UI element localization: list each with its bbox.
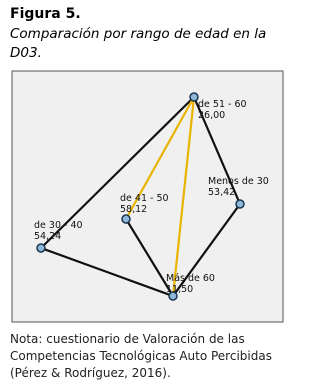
yellow-edge [171, 96, 196, 297]
node-label: de 30 - 40 [34, 220, 83, 231]
figure-label: Figura 5. [10, 6, 81, 22]
black-edge [125, 218, 174, 297]
note-line: Nota: cuestionario de Valoración de las [10, 332, 245, 346]
note-line: Competencias Tecnológicas Auto Percibida… [10, 349, 272, 363]
node-point [121, 214, 131, 224]
node-label: de 41 - 50 [120, 193, 169, 204]
node-value: 54,24 [34, 231, 61, 242]
note-line: (Pérez & Rodríguez, 2016). [10, 366, 171, 380]
note: Nota: cuestionario de Valoración de las … [10, 331, 272, 382]
page: {"header": {"label": "Figura 5.", "title… [10, 6, 284, 382]
node-label: Menos de 30 [208, 176, 269, 187]
node-value: 11,50 [166, 284, 193, 295]
node-value: 58,12 [120, 204, 147, 215]
node-value: 26,00 [198, 110, 225, 121]
node-label: Más de 60 [166, 273, 215, 284]
figure-title: Comparación por rango de edad en la D03. [10, 26, 267, 61]
node-point [36, 243, 46, 253]
node-point [168, 291, 178, 301]
node-point [189, 92, 199, 102]
node-value: 53,42 [208, 187, 235, 198]
node-label: de 51 - 60 [198, 99, 247, 110]
node-point [235, 199, 245, 209]
yellow-edge [125, 96, 195, 220]
